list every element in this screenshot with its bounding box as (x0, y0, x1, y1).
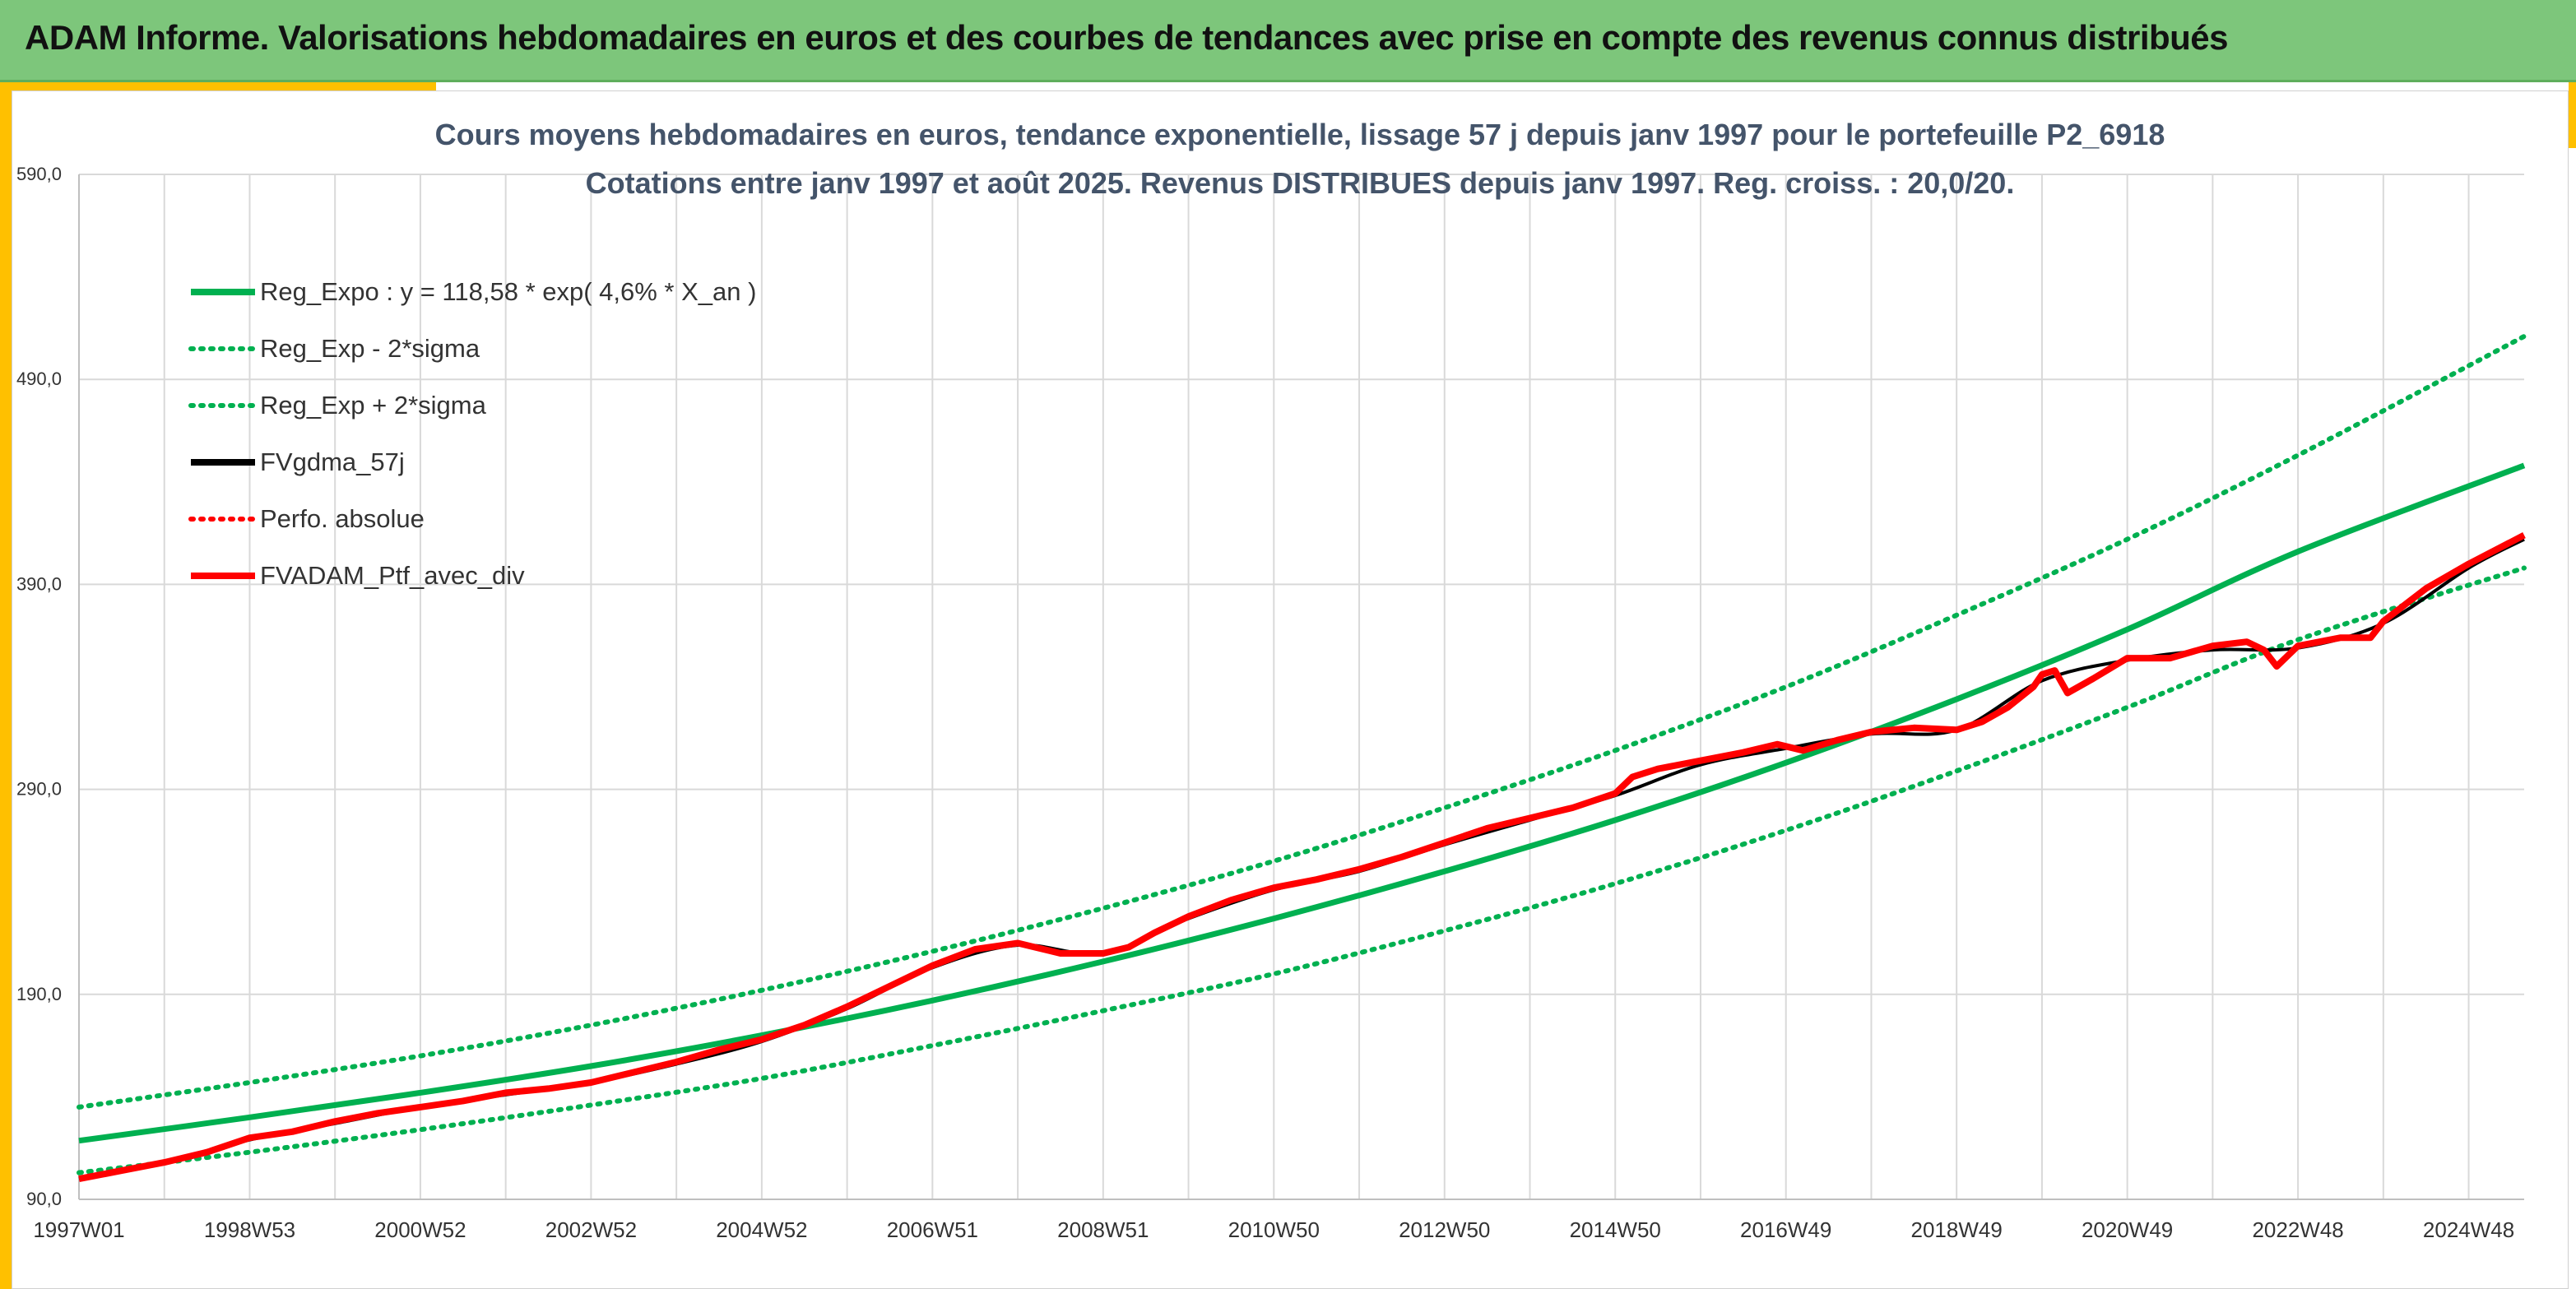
y-tick-label: 90,0 (26, 1189, 62, 1209)
x-tick-label: 2002W52 (545, 1217, 637, 1242)
chart-title: Cours moyens hebdomadaires en euros, ten… (435, 118, 2165, 151)
x-tick-label: 2020W49 (2082, 1217, 2173, 1242)
x-tick-label: 2004W52 (716, 1217, 807, 1242)
x-tick-label: 2022W48 (2252, 1217, 2343, 1242)
series-reg-minus-2sigma (77, 565, 2527, 1175)
legend-label: FVADAM_Ptf_avec_div (260, 561, 525, 590)
y-tick-label: 590,0 (16, 164, 62, 184)
header-banner: ADAM Informe. Valorisations hebdomadaire… (0, 0, 2576, 82)
legend-label: Reg_Expo : y = 118,58 * exp( 4,6% * X_an… (260, 277, 756, 306)
x-tick-label: 2016W49 (1740, 1217, 1831, 1242)
x-tick-label: 2006W51 (887, 1217, 978, 1242)
series (77, 333, 2527, 1183)
x-tick-label: 2010W50 (1228, 1217, 1320, 1242)
legend-label: Perfo. absolue (260, 504, 425, 533)
x-tick-label: 2018W49 (1911, 1217, 2003, 1242)
x-tick-label: 1998W53 (204, 1217, 295, 1242)
gridlines (78, 174, 2524, 1200)
x-tick-label: 2024W48 (2423, 1217, 2514, 1242)
x-tick-label: 2008W51 (1057, 1217, 1149, 1242)
legend-label: FVgdma_57j (260, 447, 405, 476)
x-tick-label: 2014W50 (1570, 1217, 1661, 1242)
legend-label: Reg_Exp + 2*sigma (260, 391, 487, 420)
banner-title: ADAM Informe. Valorisations hebdomadaire… (25, 18, 2229, 57)
y-tick-label: 490,0 (16, 369, 62, 389)
y-tick-label: 190,0 (16, 984, 62, 1004)
axes: 90,0 190,0 290,0 390,0 490,0 590,0 1997W01 1998… (16, 164, 2524, 1242)
x-tick-label: 2012W50 (1399, 1217, 1490, 1242)
series-fvadam-ptf-avec-div (78, 532, 2526, 1183)
series-fvgdma-57j (78, 537, 2525, 1181)
accent-bar-right (2569, 82, 2576, 148)
series-reg-plus-2sigma (77, 333, 2527, 1110)
accent-bar-top (0, 82, 436, 90)
x-tick-label: 1997W01 (33, 1217, 124, 1242)
chart-subtitle: Cotations entre janv 1997 et août 2025. … (586, 166, 2015, 200)
y-tick-label: 390,0 (16, 573, 62, 594)
series-reg-expo (78, 462, 2526, 1144)
y-tick-label: 290,0 (16, 779, 62, 800)
x-tick-label: 2000W52 (374, 1217, 466, 1242)
accent-bar-left (0, 82, 12, 1289)
legend: Reg_Expo : y = 118,58 * exp( 4,6% * X_an… (188, 277, 756, 590)
legend-label: Reg_Exp - 2*sigma (260, 334, 480, 363)
